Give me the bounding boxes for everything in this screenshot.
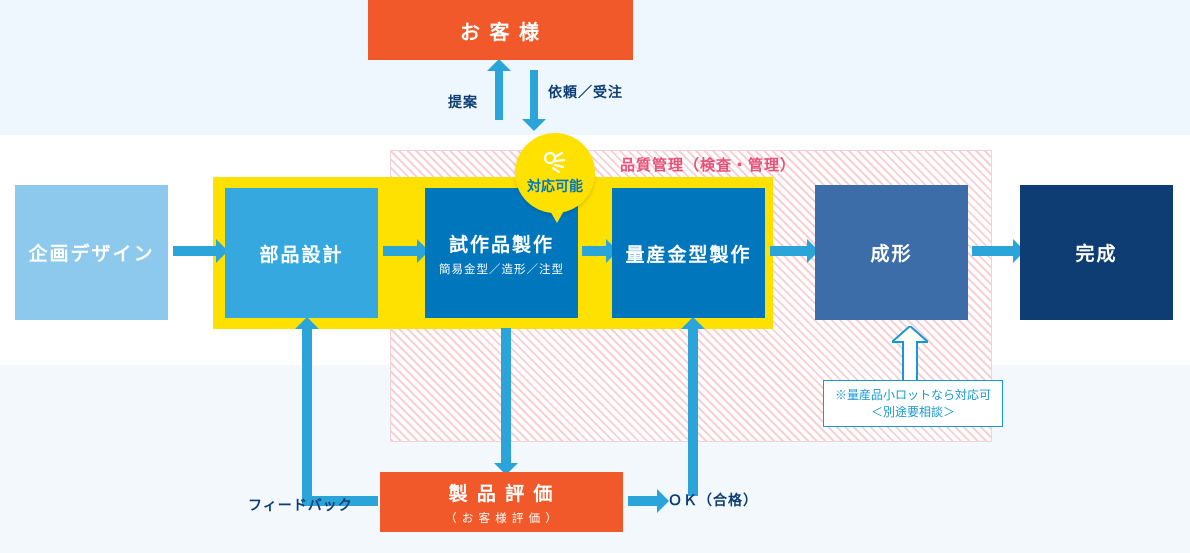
arrow-up-head xyxy=(681,317,705,329)
arrow-up-outline xyxy=(892,326,928,385)
box-evaluation-sublabel: （ お 客 様 評 価 ） xyxy=(445,510,558,526)
badge-label: 対応可能 xyxy=(527,176,583,196)
arrow-right xyxy=(383,246,418,256)
ok-hand-icon xyxy=(542,150,568,174)
arrow-right xyxy=(972,246,1014,256)
arrow-down xyxy=(530,70,538,120)
box-molding: 成形 xyxy=(815,185,968,320)
arrow-right xyxy=(173,246,217,256)
quality-management-label: 品質管理（検査・管理） xyxy=(620,154,796,175)
badge-tail xyxy=(549,209,565,223)
arrow-up xyxy=(688,328,698,496)
label-0: 提案 xyxy=(448,92,478,112)
box-plan: 企画デザイン xyxy=(15,185,168,320)
note-line1: ※量産品小ロットなら対応可 xyxy=(835,387,991,404)
box-plan-label: 企画デザイン xyxy=(28,239,154,266)
arrow-up xyxy=(495,70,503,120)
label-3: ＯＫ（合格） xyxy=(668,490,758,510)
box-complete: 完成 xyxy=(1020,185,1173,320)
label-2: フィードバック xyxy=(248,495,353,515)
arrow-elbow-v xyxy=(302,328,312,506)
box-massmold-label: 量産金型製作 xyxy=(625,240,751,267)
note-line2: ＜別途要相談＞ xyxy=(871,404,955,421)
badge-supported: 対応可能 xyxy=(515,133,595,213)
box-evaluation: 製 品 評 価 （ お 客 様 評 価 ） xyxy=(380,472,623,532)
box-prototype-sublabel: 簡易金型／造形／注型 xyxy=(439,261,564,277)
arrow-down xyxy=(501,328,511,464)
arrow-up-head xyxy=(487,59,511,71)
box-customer-label: お 客 様 xyxy=(460,16,541,45)
arrow-elbow-head xyxy=(295,317,319,329)
box-molding-label: 成形 xyxy=(870,239,912,266)
box-design: 部品設計 xyxy=(225,188,378,318)
arrow-right xyxy=(770,246,808,256)
box-customer: お 客 様 xyxy=(368,0,633,60)
label-1: 依頼／受注 xyxy=(548,82,623,102)
arrow-down-head xyxy=(522,119,546,131)
box-design-label: 部品設計 xyxy=(259,240,343,267)
arrow-right xyxy=(582,246,607,256)
box-complete-label: 完成 xyxy=(1075,239,1117,266)
note-box: ※量産品小ロットなら対応可＜別途要相談＞ xyxy=(823,380,1003,427)
box-prototype-label: 試作品製作 xyxy=(449,230,554,257)
box-massmold: 量産金型製作 xyxy=(612,188,765,318)
box-evaluation-label: 製 品 評 価 xyxy=(449,479,555,506)
arrow-right xyxy=(628,496,658,506)
